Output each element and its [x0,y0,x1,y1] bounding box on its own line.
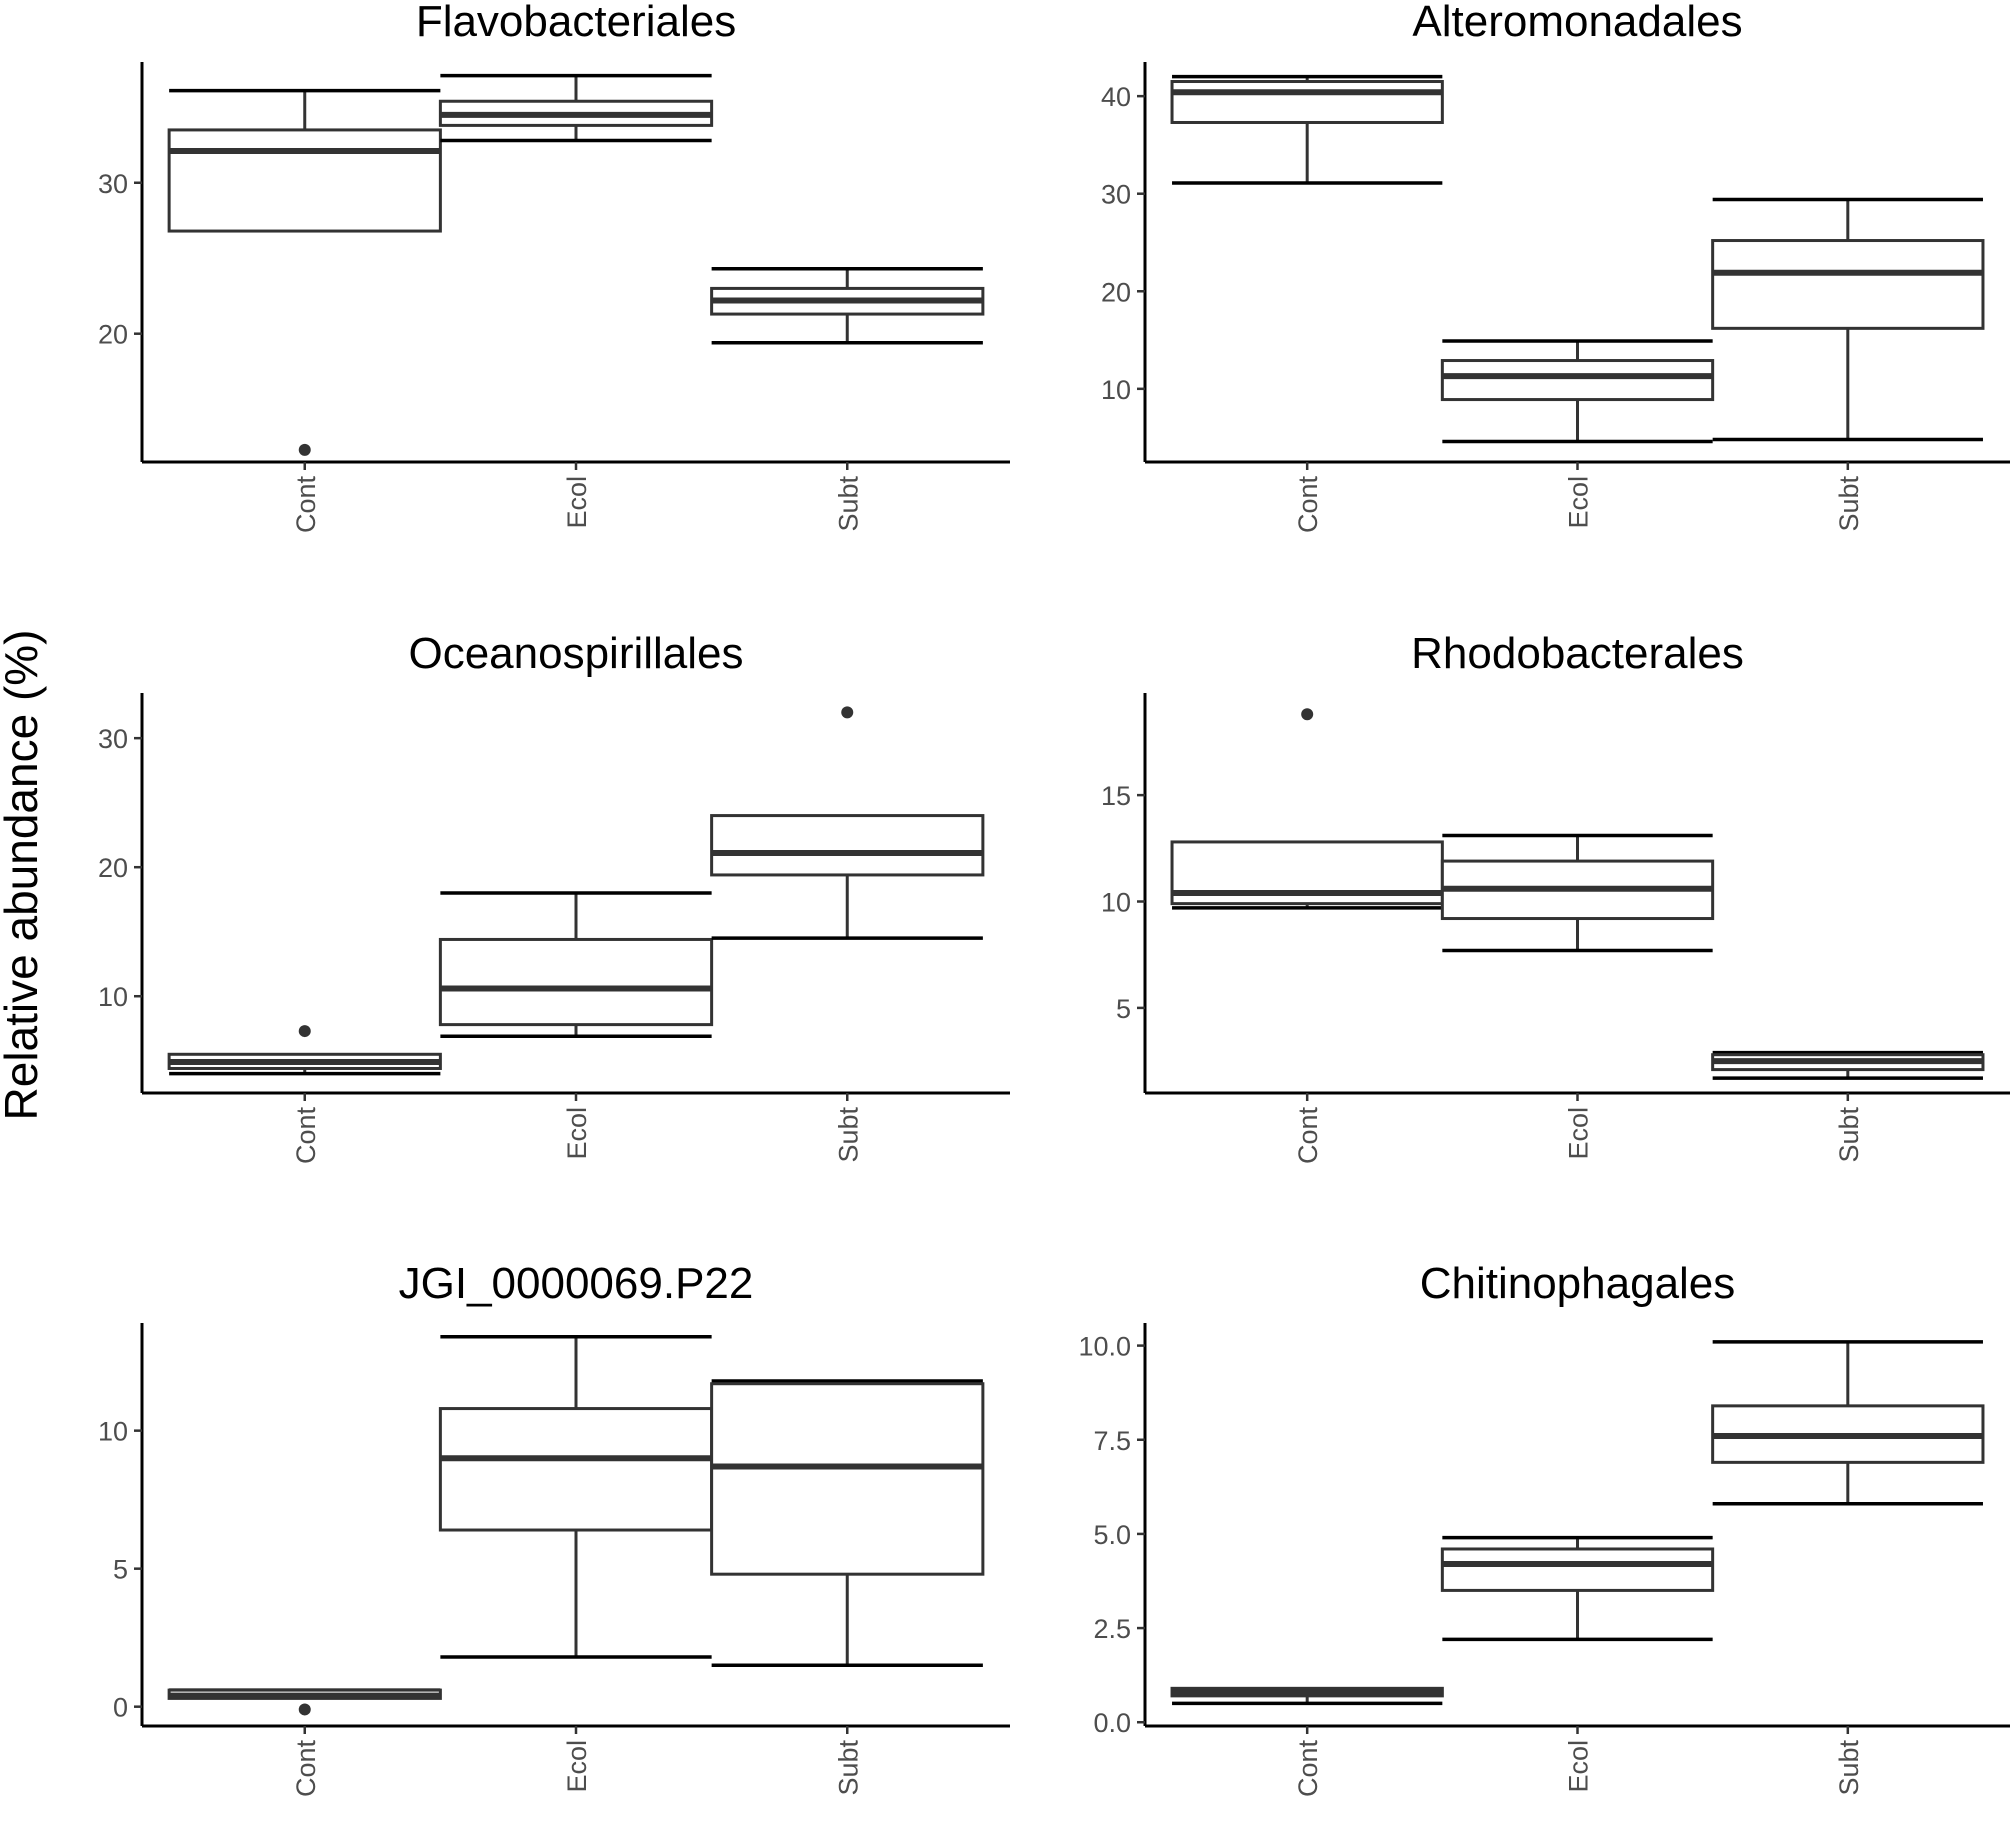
box-subt [1711,1050,1985,1080]
y-tick-label: 10 [98,1417,128,1447]
box-cont [1170,74,1444,185]
x-category-label: Cont [291,476,321,534]
box-iqr [167,128,442,233]
panel-2: Alteromonadales 10 20 30 40 Cont Ecol Subt [1101,0,2010,533]
panel-title: Alteromonadales [1412,0,1742,46]
x-category-label: Cont [291,1740,321,1798]
y-tick-label: 30 [98,724,128,754]
x-category-label: Subt [833,1107,863,1163]
panel-title: Chitinophagales [1420,1259,1736,1308]
y-tick-label: 10.0 [1078,1332,1131,1362]
outlier-point [841,706,854,719]
panel-title: Rhodobacterales [1411,629,1744,678]
y-tick-label: 30 [98,169,128,199]
panel-title: Flavobacteriales [416,0,736,46]
y-tick-label: 10 [1101,888,1131,918]
box-ecol [438,73,714,143]
outlier-point [1301,708,1314,721]
y-tick-label: 10 [98,982,128,1012]
x-category-label: Cont [1293,476,1323,534]
y-tick-label: 20 [98,320,128,350]
x-category-label: Ecol [1564,1740,1594,1793]
x-category-label: Ecol [1564,476,1594,529]
x-category-label: Subt [833,1740,863,1796]
x-category-label: Subt [1834,476,1864,532]
panel-6: Chitinophagales 0.0 2.5 5.0 7.5 10.0 Cont Ecol S… [1078,1259,2010,1797]
outlier-point [298,1025,311,1038]
y-tick-label: 0.0 [1093,1708,1131,1738]
box-ecol [1440,339,1715,444]
x-category-label: Cont [1293,1107,1323,1165]
x-category-label: Cont [291,1107,321,1165]
box-iqr [1170,80,1444,124]
box-iqr [1440,359,1715,402]
box-subt [710,267,985,345]
x-category-label: Cont [1293,1740,1323,1798]
y-tick-label: 5 [1116,994,1131,1024]
box-iqr [438,937,714,1027]
box-ecol [1440,833,1715,953]
y-tick-label: 15 [1101,781,1131,811]
box-cont [1170,708,1444,910]
box-cont [167,1688,442,1716]
x-category-label: Subt [1834,1107,1864,1163]
y-tick-label: 30 [1101,180,1131,210]
box-iqr [710,814,985,877]
panel-4: Rhodobacterales 5 10 15 Cont Ecol Subt [1101,629,2010,1164]
x-category-label: Ecol [562,476,592,529]
y-tick-label: 5.0 [1093,1520,1131,1550]
x-category-label: Subt [1834,1740,1864,1796]
y-tick-label: 10 [1101,375,1131,405]
y-tick-label: 20 [98,853,128,883]
y-axis-title: Relative abundance (%) [0,630,47,1121]
y-tick-label: 20 [1101,277,1131,307]
box-iqr [1711,239,1985,330]
box-iqr [1440,1547,1715,1592]
box-ecol [1440,1535,1715,1642]
outlier-point [298,443,311,456]
y-tick-label: 7.5 [1093,1426,1131,1456]
box-subt [1711,197,1985,442]
panel-5: JGI_0000069.P22 0 5 10 Cont Ecol Subt [98,1259,1010,1797]
x-category-label: Ecol [562,1740,592,1793]
y-tick-label: 0 [113,1693,128,1723]
box-ecol [438,1335,714,1659]
panel-title: JGI_0000069.P22 [399,1259,754,1308]
outlier-point [298,1703,311,1716]
x-category-label: Ecol [1564,1107,1594,1160]
box-subt [710,706,985,940]
y-tick-label: 40 [1101,82,1131,112]
box-cont [1170,1686,1444,1706]
box-subt [710,1379,985,1668]
y-tick-label: 5 [113,1555,128,1585]
y-tick-label: 2.5 [1093,1614,1131,1644]
box-iqr [710,1382,985,1576]
panel-3: Oceanospirillales 10 20 30 Cont Ecol Subt [98,629,1010,1164]
panel-title: Oceanospirillales [408,629,743,678]
box-iqr [438,1407,714,1532]
box-cont [167,1025,442,1076]
box-subt [1711,1340,1985,1506]
panel-1: Flavobacteriales 20 30 Cont Ecol Subt [98,0,1010,533]
x-category-label: Subt [833,476,863,532]
box-cont [167,88,442,456]
x-category-label: Ecol [562,1107,592,1160]
box-ecol [438,891,714,1038]
